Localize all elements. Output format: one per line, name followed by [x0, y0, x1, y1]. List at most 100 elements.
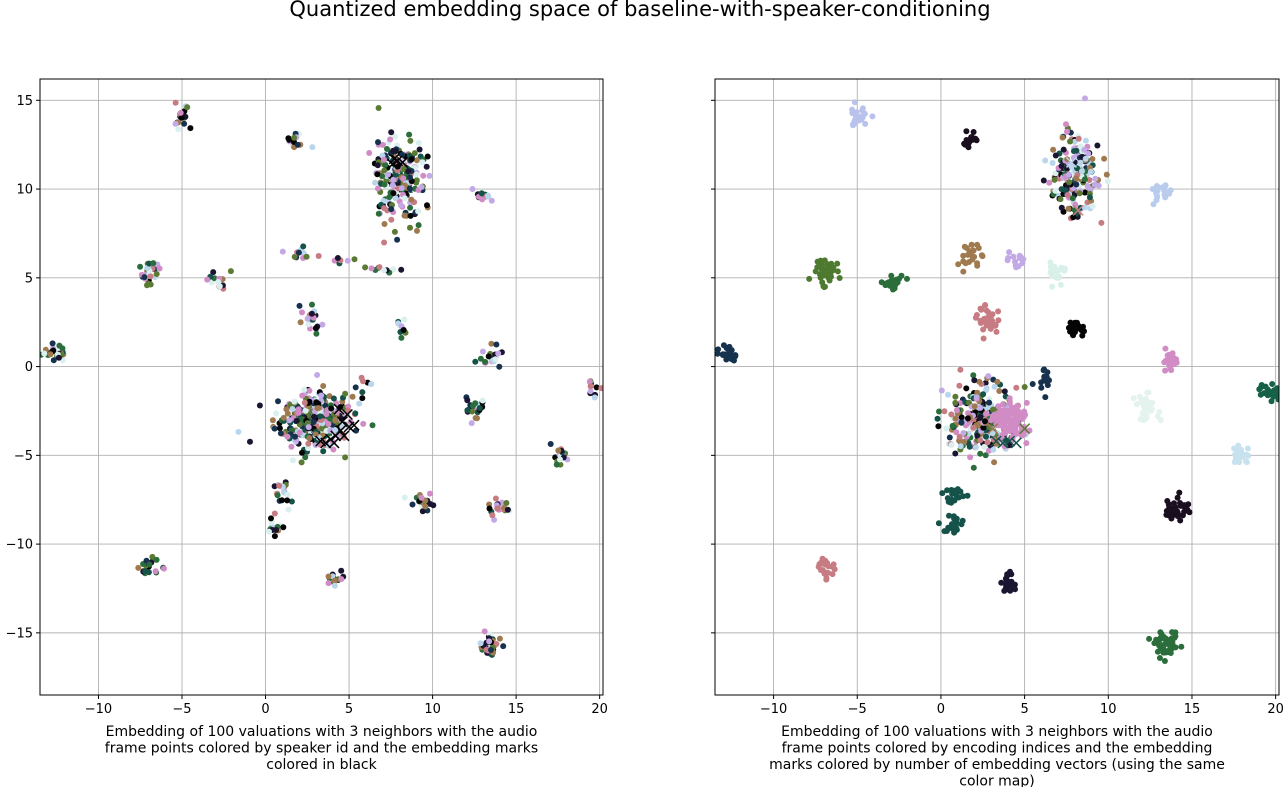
- data-point: [555, 447, 562, 454]
- x-tick-label: 15: [508, 702, 525, 717]
- data-point: [1139, 410, 1146, 417]
- data-point: [1092, 175, 1099, 182]
- data-point: [1154, 413, 1161, 420]
- data-point: [362, 264, 369, 271]
- data-point: [369, 422, 376, 429]
- data-point: [1089, 156, 1096, 162]
- data-point: [975, 245, 982, 251]
- data-point: [381, 267, 387, 274]
- data-point: [547, 441, 554, 447]
- data-point: [939, 490, 946, 497]
- data-point: [935, 520, 942, 527]
- data-point: [1245, 452, 1252, 459]
- data-point: [977, 414, 984, 421]
- data-point: [852, 112, 859, 119]
- data-point: [1103, 171, 1110, 178]
- data-point: [1051, 176, 1058, 183]
- x-tick-label: 0: [937, 702, 945, 717]
- data-point: [1169, 629, 1176, 636]
- x-tick-label: 10: [424, 702, 441, 717]
- x-tick-label: −10: [85, 702, 112, 717]
- data-point: [488, 647, 494, 653]
- data-point: [1163, 511, 1170, 518]
- data-point: [1013, 384, 1020, 391]
- data-point: [553, 461, 560, 468]
- data-point: [266, 528, 272, 535]
- data-point: [986, 424, 993, 431]
- data-point: [1232, 455, 1239, 461]
- data-point: [953, 429, 960, 436]
- data-point: [1166, 362, 1173, 369]
- data-point: [271, 483, 278, 490]
- data-point: [300, 243, 307, 250]
- data-point: [1053, 274, 1060, 281]
- data-point: [419, 159, 426, 166]
- caption-line: marks colored by number of embedding vec…: [769, 757, 1225, 773]
- data-point: [1042, 157, 1049, 164]
- y-tick-label: −10: [6, 538, 33, 553]
- data-point: [422, 503, 429, 510]
- data-point: [982, 452, 989, 459]
- data-point: [311, 413, 318, 420]
- data-point: [381, 156, 387, 163]
- data-point: [273, 410, 280, 417]
- data-point: [374, 171, 381, 178]
- data-point: [963, 128, 970, 135]
- data-point: [1046, 179, 1053, 186]
- data-point: [289, 457, 296, 464]
- data-point: [965, 139, 972, 146]
- data-point: [719, 352, 726, 358]
- data-point: [332, 417, 339, 424]
- data-point: [1085, 150, 1092, 157]
- data-point: [1256, 386, 1263, 393]
- data-point: [1040, 177, 1047, 184]
- data-point: [956, 382, 963, 389]
- data-point: [415, 222, 422, 229]
- data-point: [284, 433, 291, 440]
- data-point: [1057, 196, 1064, 203]
- data-point: [405, 168, 412, 175]
- data-point: [1073, 147, 1080, 154]
- data-point: [1086, 177, 1093, 183]
- embedding-mark: [1072, 204, 1084, 216]
- y-tick-label: 5: [25, 271, 33, 286]
- data-point: [1177, 502, 1184, 509]
- data-point: [423, 163, 430, 170]
- data-point: [285, 506, 292, 513]
- x-axis-caption: Embedding of 100 valuations with 3 neigh…: [105, 724, 538, 773]
- data-point: [1088, 168, 1094, 175]
- data-point: [1082, 137, 1089, 144]
- data-point: [1069, 195, 1076, 202]
- data-point: [966, 443, 973, 450]
- data-point: [1066, 179, 1073, 186]
- data-point: [983, 433, 989, 440]
- data-point: [953, 407, 960, 414]
- data-point: [476, 405, 483, 411]
- data-point: [1015, 408, 1022, 415]
- data-point: [269, 417, 276, 424]
- data-point: [961, 438, 968, 445]
- left-scatter-panel: −10 −5 0 5 10 15 20 15 10 5 0 −5 −10 −15 Embedding of …: [6, 78, 608, 773]
- data-point: [142, 568, 149, 575]
- data-point: [1049, 160, 1056, 166]
- data-point: [320, 448, 327, 455]
- data-point: [823, 575, 830, 582]
- y-axis: 15 10 5 0 −5 −10 −15: [6, 94, 40, 641]
- data-point: [427, 501, 434, 507]
- data-point: [181, 120, 188, 127]
- caption-line: frame points colored by encoding indices…: [782, 741, 1213, 757]
- plot-frame: [39, 78, 604, 696]
- data-point: [416, 146, 423, 153]
- data-point: [184, 104, 191, 111]
- data-point: [1186, 509, 1193, 516]
- data-point: [427, 490, 433, 497]
- data-point: [587, 388, 594, 395]
- data-point: [1269, 381, 1276, 387]
- data-point: [977, 317, 984, 324]
- data-point: [318, 392, 325, 399]
- data-point: [331, 577, 338, 584]
- data-point: [50, 357, 57, 364]
- data-point: [948, 521, 955, 528]
- data-point: [983, 385, 990, 391]
- data-point: [400, 175, 407, 182]
